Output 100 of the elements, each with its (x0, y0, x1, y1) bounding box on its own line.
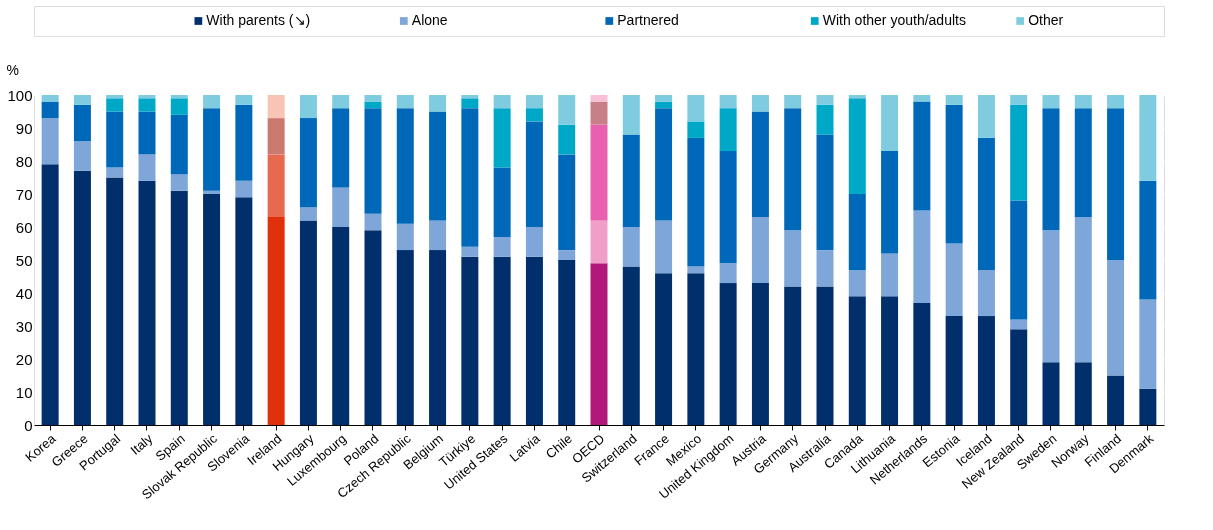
bar (977, 137, 995, 270)
bar (816, 95, 834, 105)
bar (429, 250, 447, 425)
bar (784, 95, 802, 109)
bar (945, 243, 963, 317)
y-tick-label: 40 (15, 284, 33, 302)
bar (687, 266, 705, 274)
bar (1139, 299, 1157, 389)
bar (1010, 104, 1028, 201)
bar (816, 286, 834, 425)
bar (848, 296, 866, 425)
bar (332, 187, 350, 227)
bar (267, 217, 285, 425)
bar (977, 316, 995, 425)
y-tick-label: 90 (15, 119, 33, 137)
bar (525, 121, 543, 227)
bar (493, 256, 511, 425)
legend-label: Alone (411, 12, 448, 28)
bar (461, 108, 479, 247)
bar (655, 273, 673, 425)
bar (558, 260, 576, 425)
bar (816, 250, 834, 287)
bar (558, 250, 576, 260)
bar (913, 302, 931, 425)
bar (816, 104, 834, 135)
bar (622, 266, 640, 425)
bar (138, 154, 156, 181)
bar (784, 286, 802, 425)
bar (1107, 260, 1125, 376)
bar (106, 177, 124, 425)
bar (622, 95, 640, 135)
bar (299, 118, 317, 208)
bar (784, 230, 802, 287)
bar (396, 95, 414, 109)
bar (41, 164, 59, 425)
bar (687, 95, 705, 122)
bar (267, 118, 285, 155)
y-tick-label: 30 (15, 317, 33, 335)
y-tick-label: 50 (15, 251, 33, 269)
bar (396, 250, 414, 425)
bar (73, 104, 91, 142)
bar (913, 101, 931, 211)
bar (493, 108, 511, 168)
bar (364, 95, 382, 102)
y-tick-label: 60 (15, 218, 33, 236)
bar (1042, 362, 1060, 425)
bar (41, 101, 59, 119)
bar (429, 95, 447, 112)
bar (655, 108, 673, 221)
bar (461, 98, 479, 109)
bar (719, 108, 737, 152)
bar (73, 95, 91, 105)
bar (396, 223, 414, 251)
bar (881, 151, 899, 254)
bar (881, 95, 899, 152)
bar (719, 151, 737, 264)
bar (622, 227, 640, 267)
y-tick-label: 0 (24, 416, 33, 434)
bar (41, 95, 59, 102)
bar (461, 256, 479, 425)
bar (1107, 375, 1125, 425)
bar (816, 134, 834, 251)
bar (235, 180, 253, 198)
bar (364, 213, 382, 231)
bar (429, 220, 447, 251)
bar (138, 180, 156, 425)
bar (881, 296, 899, 425)
y-tick-label: 10 (15, 383, 33, 401)
bar (429, 111, 447, 221)
bar (751, 95, 769, 112)
bar (1010, 329, 1028, 425)
bar (170, 95, 188, 99)
legend-label: With parents (↘) (206, 12, 311, 28)
y-axis-title: % (6, 61, 19, 78)
bar (751, 283, 769, 425)
bar (170, 190, 188, 425)
bar (1010, 200, 1028, 320)
bar (1042, 108, 1060, 231)
bar (913, 210, 931, 303)
bar (1042, 230, 1060, 363)
bar (493, 167, 511, 237)
bar (332, 108, 350, 188)
bar (493, 236, 511, 257)
bar (848, 95, 866, 99)
bar (1074, 95, 1092, 109)
bar (1010, 319, 1028, 330)
bar (558, 124, 576, 155)
bar (1074, 217, 1092, 363)
bar (267, 95, 285, 119)
bar (1074, 362, 1092, 425)
bar (945, 95, 963, 105)
bar (364, 101, 382, 109)
bar (719, 95, 737, 109)
y-tick-label: 100 (7, 86, 33, 104)
bar (106, 98, 124, 112)
bar (525, 227, 543, 257)
bar (977, 269, 995, 317)
bar (138, 111, 156, 155)
bar (1010, 95, 1028, 105)
bar (1042, 95, 1060, 109)
